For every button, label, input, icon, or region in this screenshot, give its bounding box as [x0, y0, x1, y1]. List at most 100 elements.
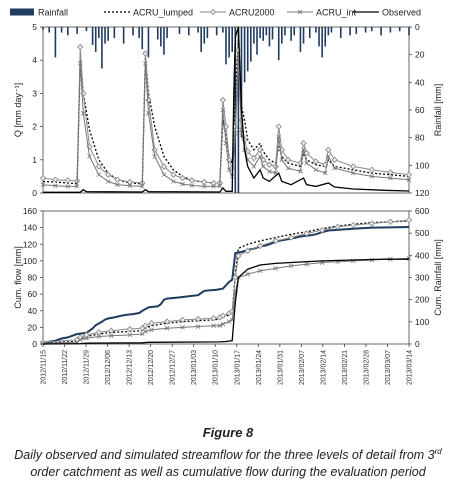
series-marker-acru-int	[279, 157, 285, 163]
series-marker-acru-int	[301, 147, 306, 153]
top-y2-tick-label: 40	[415, 77, 425, 87]
x-tick-label: 2013/02/21	[342, 350, 349, 385]
rainfall-bar	[200, 27, 202, 52]
rainfall-bar	[243, 27, 246, 83]
series-marker-acru2000	[148, 320, 155, 327]
series-marker-acru2000	[163, 318, 171, 325]
rainfall-bar	[277, 27, 280, 61]
bottom-y-axis-label: Cum. flow [mm]	[13, 246, 23, 309]
rainfall-bar	[94, 27, 97, 52]
series-marker-acru-int	[313, 167, 319, 173]
x-tick-label: 2012/12/13	[127, 350, 134, 385]
series-marker-acru2000	[194, 315, 202, 323]
x-tick-label: 2013/01/24	[256, 350, 263, 385]
series-marker-acru2000	[151, 146, 158, 154]
rainfall-bar	[228, 27, 230, 58]
series-marker-acru-int	[233, 130, 238, 136]
rainfall-bar	[330, 27, 333, 33]
rainfall-bar	[389, 27, 392, 33]
top-y-tick-label: 2	[32, 122, 37, 132]
series-marker-acru-int	[257, 154, 263, 159]
series-marker-acru2000	[244, 148, 251, 155]
x-tick-label: 2013/02/07	[299, 350, 306, 385]
rainfall-bar	[76, 27, 78, 34]
legend-label-acru-int: ACRU_int	[316, 8, 357, 18]
series-marker-acru-int	[149, 327, 154, 333]
rainfall-bar	[290, 27, 292, 41]
series-marker-acru-int	[304, 261, 309, 267]
rainfall-bar	[197, 27, 199, 33]
series-marker-acru-int	[96, 334, 102, 339]
series-marker-acru-int	[350, 170, 356, 176]
rainfall-bar	[281, 27, 283, 44]
rainfall-bar	[364, 27, 367, 33]
series-marker-acru2000	[303, 149, 310, 157]
series-marker-acru2000	[83, 331, 90, 339]
rainfall-bar	[187, 27, 190, 36]
rainfall-bar	[299, 27, 302, 52]
x-tick-label: 2012/11/15	[41, 350, 48, 385]
series-marker-acru2000	[114, 176, 121, 183]
rainfall-bar	[54, 27, 57, 58]
x-tick-label: 2012/12/06	[105, 350, 112, 385]
series-marker-acru-int	[161, 172, 167, 178]
series-marker-acru2000	[179, 174, 186, 182]
series-marker-acru2000	[108, 327, 115, 334]
series-marker-acru-int	[220, 107, 226, 113]
rainfall-bar	[246, 27, 249, 72]
series-marker-acru2000	[201, 178, 208, 186]
bottom-y-tick-label: 20	[28, 322, 38, 332]
series-marker-acru-int	[257, 268, 263, 274]
bottom-y2-tick-label: 100	[415, 317, 429, 327]
series-marker-acru2000	[95, 163, 102, 170]
series-marker-acru2000	[387, 218, 394, 225]
series-marker-acru-int	[77, 337, 83, 343]
x-tick-label: 2013/03/07	[385, 350, 392, 385]
legend-label-acru-lumped: ACRU_lumped	[133, 8, 193, 18]
series-marker-acru2000	[275, 123, 282, 130]
rainfall-bar	[321, 27, 323, 58]
series-marker-acru-int	[146, 111, 151, 116]
bottom-y-tick-label: 40	[28, 306, 38, 316]
rainfall-bar	[370, 27, 373, 32]
bottom-y-tick-label: 60	[28, 289, 38, 299]
chart-legend: Rainfall ACRU_lumped ACRU2000 ACRU_int Obser…	[10, 8, 421, 18]
series-marker-acru-int	[211, 184, 216, 189]
caption-superscript: rd	[434, 447, 442, 456]
series-marker-acru-int	[245, 271, 250, 277]
series-marker-acru-int	[202, 184, 207, 189]
rainfall-bar	[147, 27, 150, 58]
series-marker-acru2000	[256, 242, 264, 250]
rainfall-bar	[324, 27, 327, 47]
rainfall-bar	[160, 27, 162, 47]
series-marker-acru2000	[334, 223, 341, 230]
rainfall-bar	[132, 27, 134, 36]
top-y2-tick-label: 100	[415, 160, 429, 170]
x-tick-label: 2012/12/27	[170, 350, 177, 385]
figure-canvas: Rainfall ACRU_lumped ACRU2000 ACRU_int Obser…	[10, 8, 443, 385]
series-marker-acru2000	[312, 158, 320, 165]
rainfall-bar	[302, 27, 305, 44]
series-line-observed	[43, 26, 410, 193]
series-marker-acru2000	[52, 176, 59, 183]
rainfall-bar	[222, 27, 224, 33]
series-marker-acru-int	[276, 134, 282, 139]
top-panel-streamflow: 0 1 2 3 4 5 0 20 40 60 80 100 120 Q [mm day⁻¹] Rainfal…	[13, 22, 443, 198]
series-marker-acru2000	[188, 177, 196, 184]
series-marker-acru2000	[160, 163, 168, 170]
series-marker-acru2000	[64, 177, 71, 184]
series-marker-acru-int	[143, 329, 148, 334]
legend-label-acru2000: ACRU2000	[229, 8, 275, 18]
series-marker-acru2000	[77, 43, 84, 51]
bottom-y-tick-label: 80	[28, 273, 38, 283]
legend-label-rainfall: Rainfall	[38, 8, 68, 18]
series-line-observed	[42, 258, 409, 345]
bottom-y-tick-label: 120	[23, 239, 37, 249]
series-marker-acru2000	[142, 322, 149, 329]
rainfall-bar	[318, 27, 320, 47]
series-marker-acru2000	[126, 178, 134, 186]
rainfall-bar	[308, 27, 311, 39]
rainfall-bar	[215, 27, 218, 36]
series-marker-acru2000	[368, 220, 375, 227]
rainfall-bar	[355, 27, 358, 34]
